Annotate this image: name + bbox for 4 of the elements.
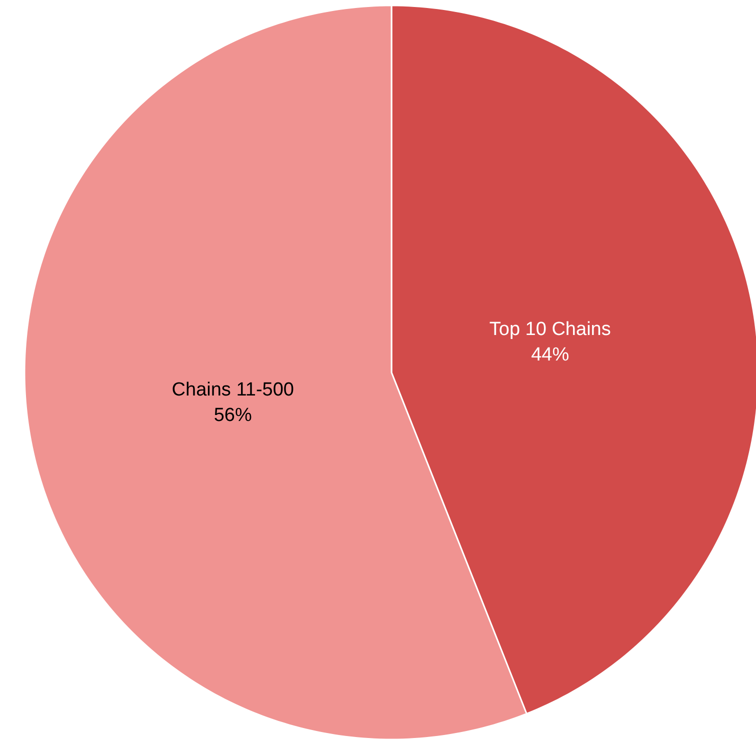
data-label: 56% bbox=[214, 404, 252, 426]
slice-label: Chains 11-500 bbox=[172, 380, 294, 401]
data-label: 44% bbox=[531, 344, 570, 366]
slice-label: Top 10 Chains bbox=[489, 319, 611, 340]
